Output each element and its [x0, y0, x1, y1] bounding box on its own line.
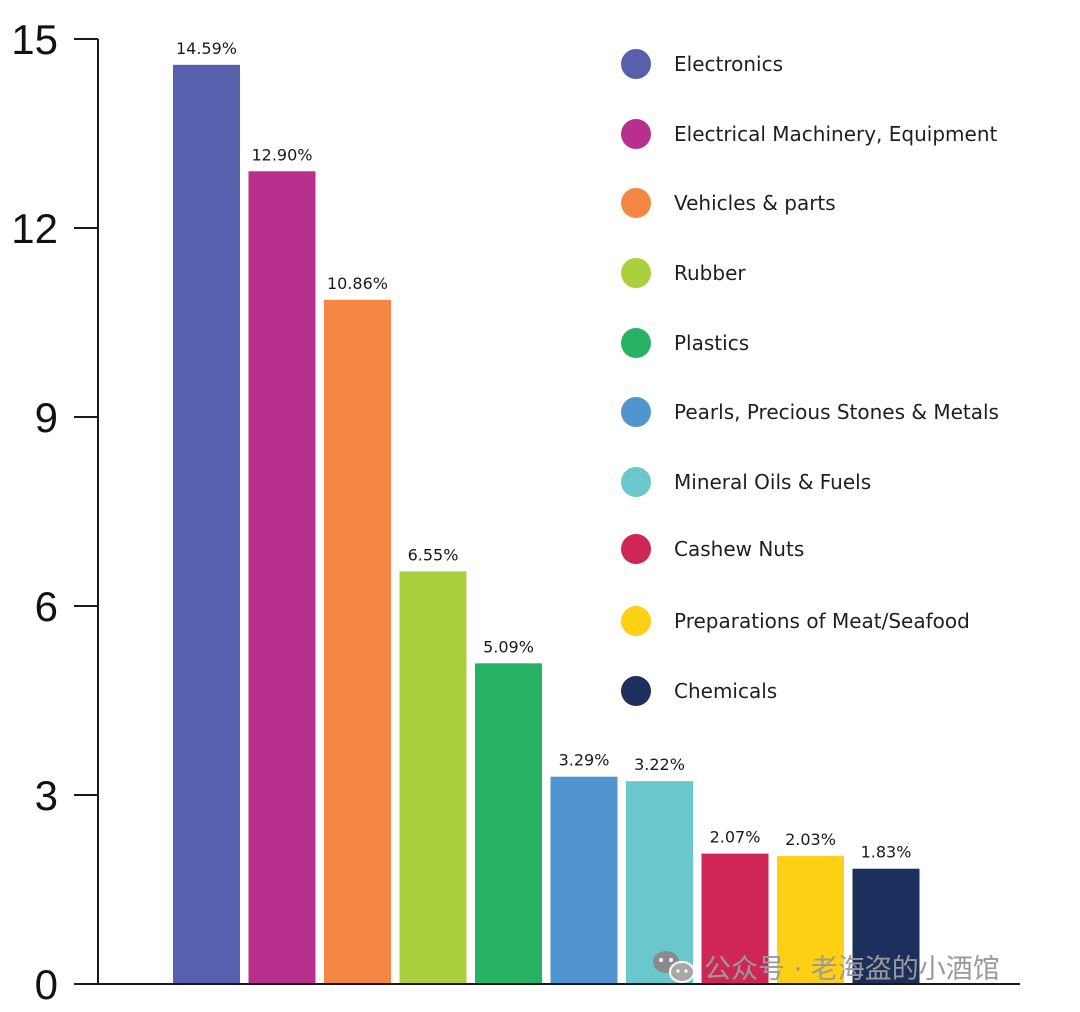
legend-label: Pearls, Precious Stones & Metals: [674, 400, 999, 424]
legend-swatch: [621, 676, 651, 706]
bar: [173, 64, 240, 984]
bar: [399, 571, 467, 984]
bars: [173, 64, 920, 985]
legend-label: Electronics: [674, 52, 783, 76]
legend-swatch: [621, 49, 651, 79]
bar: [852, 868, 920, 984]
bar: [701, 853, 769, 984]
data-label: 2.03%: [785, 830, 836, 849]
data-label: 3.22%: [634, 755, 685, 774]
legend-swatch: [621, 467, 651, 497]
legend-swatch: [621, 119, 651, 149]
bar: [550, 776, 618, 984]
legend-swatch: [621, 606, 651, 636]
legend-swatch: [621, 397, 651, 427]
data-label: 3.29%: [559, 751, 610, 770]
legend-label: Electrical Machinery, Equipment: [674, 122, 997, 146]
data-label: 5.09%: [483, 637, 534, 656]
legend-label: Chemicals: [674, 679, 777, 703]
y-tick-label: 3: [35, 772, 58, 819]
bar: [475, 663, 542, 984]
y-tick-label: 6: [35, 583, 58, 630]
watermark: 公众号 · 老海盗的小酒馆: [653, 951, 1000, 985]
legend-label: Vehicles & parts: [674, 191, 836, 215]
y-axis: 0 3 6 9 12 15: [11, 16, 99, 1008]
data-label: 10.86%: [327, 274, 388, 293]
legend-swatch: [621, 534, 651, 564]
bar: [248, 171, 316, 985]
data-labels: 14.59% 12.90% 10.86% 6.55% 5.09% 3.29% 3.22% 2.…: [176, 39, 911, 862]
bar: [324, 299, 391, 984]
y-tick-label: 9: [35, 394, 58, 441]
legend-label: Mineral Oils & Fuels: [674, 470, 871, 494]
wechat-icon: [653, 951, 695, 983]
watermark-text: 公众号 · 老海盗的小酒馆: [704, 954, 1000, 985]
y-tick-label: 12: [11, 205, 58, 252]
y-tick-label: 15: [11, 16, 58, 63]
data-label: 1.83%: [861, 843, 912, 862]
data-label: 2.07%: [710, 828, 761, 847]
legend-swatch: [621, 188, 651, 218]
bar: [626, 781, 693, 984]
legend-label: Preparations of Meat/Seafood: [674, 609, 970, 633]
data-label: 12.90%: [251, 145, 312, 164]
legend-label: Cashew Nuts: [674, 537, 804, 561]
legend-swatch: [621, 328, 651, 358]
data-label: 6.55%: [408, 545, 459, 564]
legend-swatch: [621, 258, 651, 288]
legend-label: Plastics: [674, 331, 749, 355]
bar: [777, 856, 844, 984]
legend-label: Rubber: [674, 261, 746, 285]
legend: Electronics Electrical Machinery, Equipme…: [621, 49, 999, 706]
data-label: 14.59%: [176, 39, 237, 58]
y-tick-label: 0: [35, 961, 58, 1008]
